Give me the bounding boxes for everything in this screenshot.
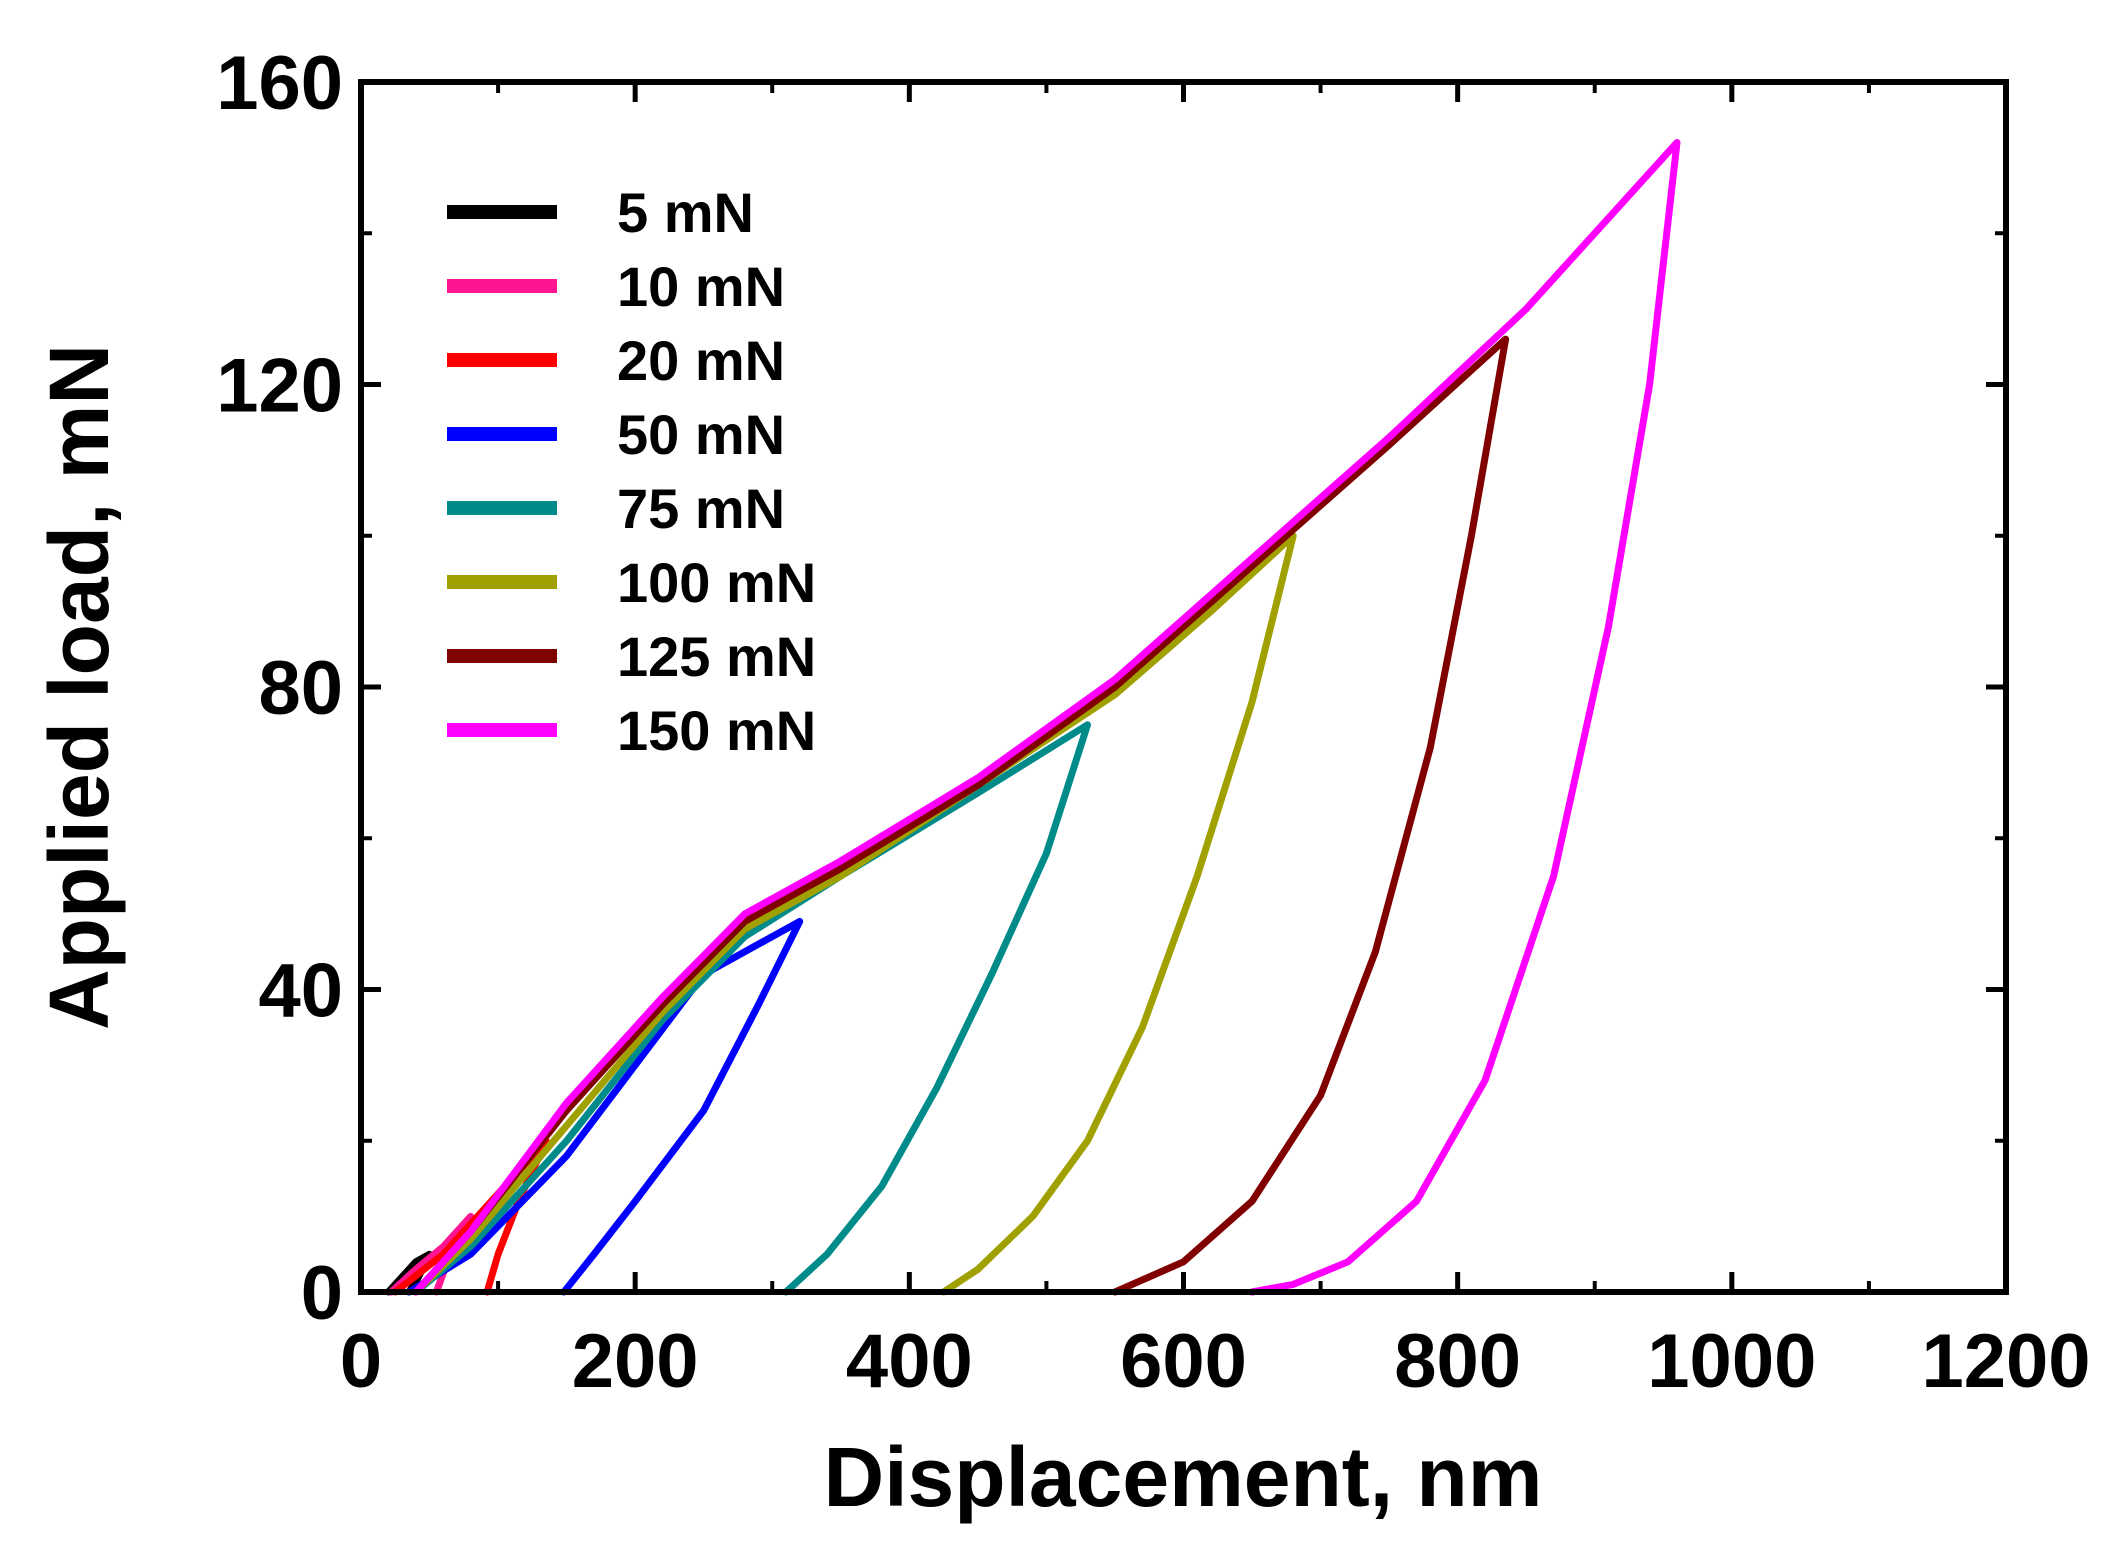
- y-tick-label: 160: [216, 41, 343, 126]
- legend-label-5-mn: 5 mN: [617, 181, 754, 244]
- axes-layer: 0 200 400 600 800 1000 1200 0 40 80 120 160: [216, 41, 2090, 1404]
- x-tick-label: 600: [1120, 1319, 1247, 1404]
- y-tick-label: 80: [258, 646, 343, 731]
- legend-label-20-mn: 20 mN: [617, 329, 785, 392]
- legend-label-150-mn: 150 mN: [617, 699, 816, 762]
- legend-label-75-mn: 75 mN: [617, 477, 785, 540]
- x-axis-title: Displacement, nm: [824, 1430, 1543, 1524]
- legend-label-10-mn: 10 mN: [617, 255, 785, 318]
- legend-label-50-mn: 50 mN: [617, 403, 785, 466]
- legend: 5 mN 10 mN 20 mN 50 mN 75 mN 100 mN 125 mN 150 …: [447, 181, 816, 762]
- series-line-75-mn: [412, 721, 1091, 1296]
- series-line-100-mn: [412, 532, 1297, 1296]
- x-tick-label: 1200: [1921, 1319, 2090, 1404]
- series-line-125-mn: [412, 335, 1510, 1296]
- y-axis-title: Applied load, mN: [32, 344, 126, 1030]
- y-tick-label: 0: [301, 1251, 343, 1336]
- x-tick-label: 400: [846, 1319, 973, 1404]
- x-tick-label: 200: [572, 1319, 699, 1404]
- legend-label-125-mn: 125 mN: [617, 625, 816, 688]
- y-tick-label: 120: [216, 344, 343, 429]
- x-tick-label: 800: [1394, 1319, 1521, 1404]
- series-layer: [384, 139, 1681, 1296]
- series-line-150-mn: [412, 139, 1681, 1296]
- x-tick-label: 1000: [1647, 1319, 1816, 1404]
- x-tick-label: 0: [340, 1319, 382, 1404]
- series-line-50-mn: [405, 917, 804, 1296]
- y-tick-label: 40: [258, 949, 343, 1034]
- legend-label-100-mn: 100 mN: [617, 551, 816, 614]
